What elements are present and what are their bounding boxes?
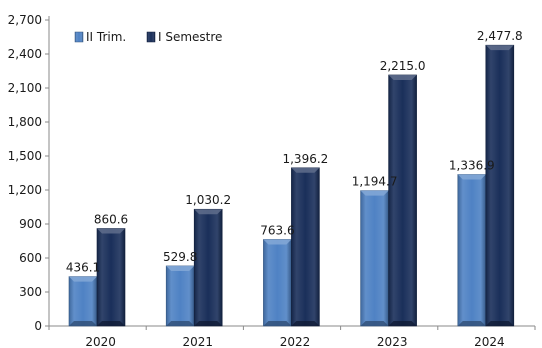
bar-bevel-bottom bbox=[360, 321, 389, 326]
bar-bevel-top bbox=[69, 276, 97, 282]
bar bbox=[68, 276, 98, 327]
y-tick-label: 300 bbox=[19, 285, 42, 299]
bar-body bbox=[165, 265, 195, 327]
legend: II Trim. I Semestre bbox=[74, 30, 222, 44]
bars bbox=[68, 44, 515, 327]
bar-bevel-bottom bbox=[388, 321, 417, 326]
bar-bevel-bottom bbox=[263, 321, 292, 326]
bar-body bbox=[263, 239, 292, 327]
bar bbox=[165, 265, 195, 327]
bar bbox=[485, 44, 515, 327]
x-tick-label: 2021 bbox=[183, 335, 214, 348]
legend-item: I Semestre bbox=[146, 30, 222, 44]
data-label: 763.6 bbox=[260, 223, 294, 237]
bar-body bbox=[96, 228, 126, 327]
bar-body bbox=[485, 44, 515, 327]
bar-body bbox=[457, 174, 487, 327]
bar bbox=[457, 174, 487, 327]
data-label: 436.1 bbox=[66, 261, 100, 275]
data-label: 2,477.8 bbox=[477, 29, 523, 43]
data-label: 1,194.7 bbox=[352, 175, 398, 189]
bar-bevel-bottom bbox=[291, 321, 320, 326]
bar-bevel-top bbox=[457, 174, 486, 180]
bar-body bbox=[193, 208, 223, 327]
bar bbox=[388, 74, 417, 327]
legend-swatch bbox=[146, 31, 156, 43]
y-tick-label: 1,800 bbox=[8, 115, 42, 129]
bar-body bbox=[291, 167, 320, 327]
data-label: 860.6 bbox=[94, 212, 128, 226]
bar bbox=[193, 208, 223, 327]
bar-bevel-bottom bbox=[69, 321, 97, 326]
bar-bevel-bottom bbox=[485, 321, 514, 326]
bar-bevel-top bbox=[263, 239, 292, 245]
x-axis: 2020 2021 2022 2023 2024 bbox=[48, 325, 536, 348]
legend-label: II Trim. bbox=[86, 30, 126, 44]
data-label: 529.8 bbox=[163, 250, 197, 264]
legend-label: I Semestre bbox=[158, 30, 222, 44]
bar-bevel-top bbox=[194, 209, 223, 215]
x-tick-label: 2022 bbox=[280, 335, 311, 348]
y-tick-label: 0 bbox=[34, 319, 42, 333]
y-tick-label: 2,700 bbox=[8, 13, 42, 27]
y-tick-label: 1,200 bbox=[8, 183, 42, 197]
bar-body bbox=[388, 74, 417, 327]
x-tick-label: 2023 bbox=[377, 335, 408, 348]
bar-bevel-top bbox=[291, 167, 320, 173]
x-tick-label: 2020 bbox=[85, 335, 116, 348]
y-tick-label: 600 bbox=[19, 251, 42, 265]
y-tick-label: 2,400 bbox=[8, 47, 42, 61]
y-tick-label: 1,500 bbox=[8, 149, 42, 163]
bar-body bbox=[68, 276, 98, 327]
bar-bevel-top bbox=[97, 228, 125, 234]
bar bbox=[360, 190, 389, 327]
data-label: 1,336.9 bbox=[449, 158, 495, 172]
bar-bevel-top bbox=[166, 265, 195, 271]
bar-bevel-bottom bbox=[166, 321, 195, 326]
y-axis: 0 300 600 900 1,200 1,500 1,800 2,100 2,400 2,700 bbox=[8, 13, 50, 333]
y-tick-label: 900 bbox=[19, 217, 42, 231]
bar bbox=[291, 167, 320, 327]
data-label: 2,215.0 bbox=[380, 59, 426, 73]
bar bbox=[263, 239, 292, 327]
legend-swatch bbox=[74, 31, 84, 43]
data-label: 1,396.2 bbox=[282, 152, 328, 166]
bar-bevel-bottom bbox=[97, 321, 125, 326]
bar bbox=[96, 228, 126, 327]
y-tick-label: 2,100 bbox=[8, 81, 42, 95]
bar-bevel-top bbox=[485, 45, 514, 51]
legend-item: II Trim. bbox=[74, 30, 126, 44]
x-tick-label: 2024 bbox=[474, 335, 505, 348]
data-label: 1,030.2 bbox=[185, 193, 231, 207]
bar-bevel-top bbox=[360, 190, 389, 196]
bar-body bbox=[360, 190, 389, 327]
bar-bevel-bottom bbox=[457, 321, 486, 326]
bar-bevel-bottom bbox=[194, 321, 223, 326]
bar-bevel-top bbox=[388, 74, 417, 80]
data-labels: 436.1 860.6 529.8 1,030.2 763.6 1,396.2 1,194.… bbox=[66, 29, 523, 274]
